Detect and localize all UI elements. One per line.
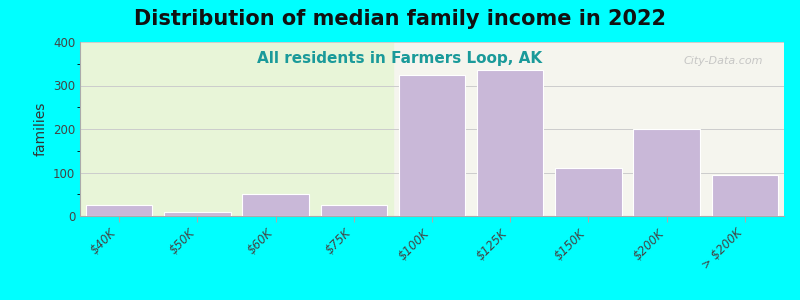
Y-axis label: families: families [34, 102, 47, 156]
Bar [398, 75, 466, 216]
Text: Distribution of median family income in 2022: Distribution of median family income in … [134, 9, 666, 29]
Bar [321, 205, 387, 216]
Text: All residents in Farmers Loop, AK: All residents in Farmers Loop, AK [258, 51, 542, 66]
Bar [555, 168, 622, 216]
Bar [86, 205, 152, 216]
Bar [242, 194, 309, 216]
Bar [634, 129, 700, 216]
Text: City-Data.com: City-Data.com [683, 56, 763, 66]
Bar [164, 212, 230, 216]
Bar [712, 175, 778, 216]
Bar [80, 42, 393, 216]
Bar [477, 70, 543, 216]
